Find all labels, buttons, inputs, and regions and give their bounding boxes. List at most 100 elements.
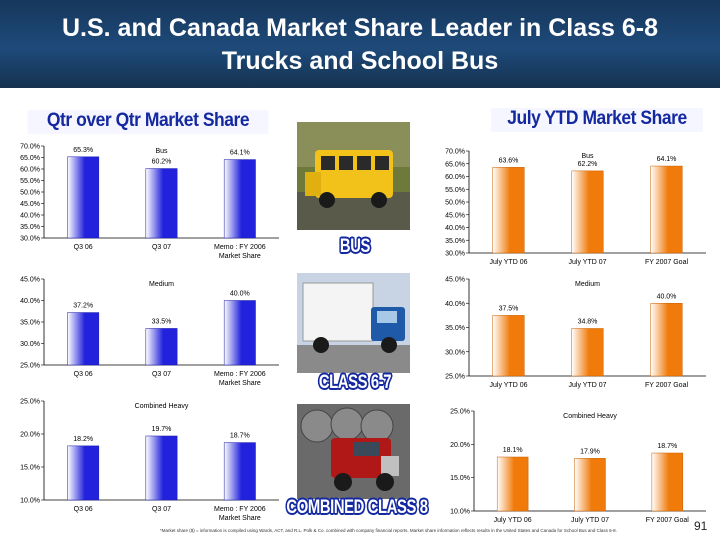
chart-panel-6: 10.0% 15.0% 20.0% 25.0% Combined Heavy 18.1% J…: [450, 409, 706, 524]
data-label: 19.7%: [152, 426, 172, 433]
chart-title: Combined Heavy: [135, 403, 189, 410]
data-label: 18.7%: [657, 443, 677, 450]
bar: [650, 165, 683, 254]
x-tick-label: Market Share: [219, 253, 261, 260]
bar: [145, 435, 178, 501]
data-label: 18.2%: [73, 436, 93, 443]
bar: [496, 456, 529, 512]
y-tick-label: 15.0%: [450, 475, 470, 482]
data-label: 62.2%: [578, 161, 598, 168]
y-tick-label: 30.0%: [20, 236, 40, 243]
y-tick-label: 40.0%: [445, 225, 465, 232]
chart-panel-1: 30.0% 35.0% 40.0% 45.0% 50.0% 55.0% 60.0% 65.0%…: [20, 144, 279, 260]
data-label: 37.2%: [73, 303, 93, 310]
x-tick-label: July YTD 07: [571, 517, 609, 524]
chart-title: Medium: [149, 281, 174, 288]
y-tick-label: 50.0%: [445, 200, 465, 207]
y-tick-label: 35.0%: [445, 238, 465, 245]
data-label: 64.1%: [230, 150, 250, 157]
class-8-category-label: COMBINED CLASS 8: [286, 497, 428, 518]
y-tick-label: 40.0%: [20, 213, 40, 220]
chart-panel-5: 25.0% 30.0% 35.0% 40.0% 45.0% Medium 37.5% July…: [445, 277, 706, 389]
y-tick-label: 45.0%: [20, 201, 40, 208]
y-tick-label: 25.0%: [20, 399, 40, 406]
x-tick-label: Memo : FY 2006: [214, 371, 266, 378]
y-tick-label: 60.0%: [20, 167, 40, 174]
bar: [492, 315, 525, 377]
x-tick-label: Market Share: [219, 515, 261, 522]
y-tick-label: 25.0%: [450, 409, 470, 416]
x-tick-label: FY 2007 Goal: [645, 382, 689, 389]
qtr-over-qtr-heading: Qtr over Qtr Market Share: [27, 110, 269, 134]
data-label: 37.5%: [499, 305, 519, 312]
data-label: 60.2%: [152, 159, 172, 166]
y-tick-label: 25.0%: [445, 374, 465, 381]
data-label: 40.0%: [230, 291, 250, 298]
y-tick-label: 10.0%: [450, 509, 470, 516]
y-tick-label: 10.0%: [20, 498, 40, 505]
x-tick-label: Market Share: [219, 380, 261, 387]
july-ytd-heading: July YTD Market Share: [491, 108, 703, 132]
data-label: 18.7%: [230, 433, 250, 440]
x-tick-label: Q3 07: [152, 371, 171, 378]
x-tick-label: July YTD 06: [490, 382, 528, 389]
x-tick-label: July YTD 07: [569, 259, 607, 266]
page-title-line-2: Trucks and School Bus: [221, 47, 499, 75]
y-tick-label: 40.0%: [445, 301, 465, 308]
x-tick-label: FY 2007 Goal: [646, 517, 690, 524]
school-bus-photo: [297, 122, 410, 230]
bar: [650, 303, 683, 377]
x-tick-label: Memo : FY 2006: [214, 506, 266, 513]
x-tick-label: Q3 07: [152, 506, 171, 513]
x-tick-label: Q3 06: [74, 371, 93, 378]
y-tick-label: 35.0%: [20, 320, 40, 327]
y-tick-label: 70.0%: [20, 144, 40, 151]
y-tick-label: 70.0%: [445, 149, 465, 156]
data-label: 40.0%: [657, 293, 677, 300]
class-6-7-truck-photo: [297, 273, 410, 373]
y-tick-label: 45.0%: [445, 277, 465, 284]
data-label: 34.8%: [578, 318, 598, 325]
data-label: 18.1%: [503, 447, 523, 454]
bar: [223, 442, 256, 501]
chart-title: Bus: [155, 148, 168, 155]
chart-panel-2: 25.0% 30.0% 35.0% 40.0% 45.0% Medium 37.2% Q3 0…: [20, 277, 279, 387]
y-tick-label: 35.0%: [445, 325, 465, 332]
title-banner: U.S. and Canada Market Share Leader in C…: [0, 0, 720, 88]
y-tick-label: 15.0%: [20, 465, 40, 472]
bar: [571, 170, 604, 254]
bar: [574, 458, 606, 512]
bus-category-label: BUS: [339, 236, 371, 257]
y-tick-label: 65.0%: [20, 155, 40, 162]
bar: [145, 168, 178, 239]
y-tick-label: 55.0%: [20, 178, 40, 185]
y-tick-label: 25.0%: [20, 363, 40, 370]
bar: [145, 328, 178, 366]
x-tick-label: FY 2007 Goal: [645, 259, 689, 266]
data-label: 17.9%: [580, 448, 600, 455]
footnote: *Market share ($) = information is compi…: [160, 528, 617, 533]
page-title-line-1: U.S. and Canada Market Share Leader in C…: [61, 14, 659, 42]
x-tick-label: Q3 06: [74, 506, 93, 513]
chart-title: Combined Heavy: [563, 413, 617, 420]
chart-title: Bus: [581, 153, 594, 160]
bar: [492, 167, 525, 254]
bar: [67, 312, 100, 366]
class-8-truck-photo: [297, 404, 410, 499]
x-tick-label: July YTD 06: [490, 259, 528, 266]
x-tick-label: July YTD 06: [494, 517, 532, 524]
x-tick-label: Q3 06: [74, 244, 93, 251]
y-tick-label: 40.0%: [20, 298, 40, 305]
y-tick-label: 20.0%: [20, 432, 40, 439]
bar: [651, 452, 684, 512]
data-label: 33.5%: [152, 318, 172, 325]
chart-title: Medium: [575, 281, 600, 288]
bar: [67, 156, 100, 239]
y-tick-label: 50.0%: [20, 190, 40, 197]
y-tick-label: 55.0%: [445, 187, 465, 194]
class-6-7-category-label: CLASS 6-7: [318, 372, 392, 393]
y-tick-label: 30.0%: [20, 341, 40, 348]
y-tick-label: 45.0%: [445, 212, 465, 219]
y-tick-label: 35.0%: [20, 224, 40, 231]
